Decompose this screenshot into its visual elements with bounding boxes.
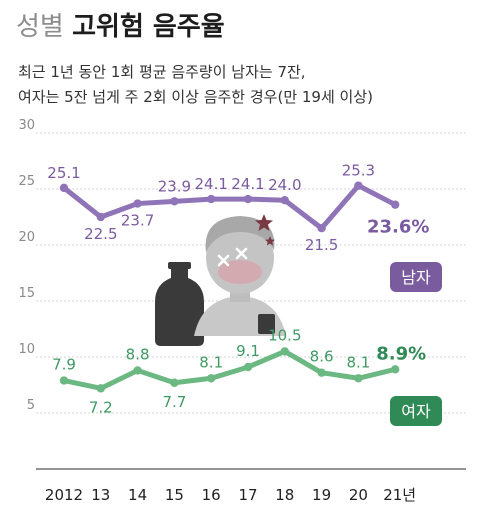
bottle-cap-icon	[168, 262, 191, 269]
female-point	[96, 384, 106, 393]
page-title: 성별 고위험 음주율	[16, 6, 225, 43]
drunk-person-illustration	[155, 214, 286, 346]
female-data-label: 7.2	[89, 398, 113, 416]
female-point	[170, 378, 179, 387]
female-point	[280, 347, 289, 356]
male-point	[280, 196, 289, 205]
title-bold: 고위험 음주율	[72, 12, 225, 42]
x-tick-label: 15	[165, 486, 184, 504]
female-point	[354, 374, 363, 383]
x-tick-label: 13	[91, 486, 110, 504]
female-point	[207, 374, 216, 383]
male-data-label: 23.9	[158, 177, 191, 195]
x-axis: 2012 13 14 15 16 17 18 19 20 21년	[45, 486, 416, 504]
female-point	[391, 365, 400, 374]
male-point	[170, 197, 179, 206]
y-tick-label: 10	[18, 342, 35, 357]
male-data-label: 23.7	[121, 212, 154, 230]
x-tick-label: 2012	[45, 486, 83, 504]
blush-icon	[218, 260, 262, 284]
female-badge-label: 여자	[401, 402, 431, 421]
male-data-label: 25.1	[47, 164, 80, 182]
x-tick-label: 20	[349, 486, 368, 504]
person-hair-icon	[205, 216, 275, 252]
y-tick-label: 15	[18, 286, 35, 301]
female-data-label: 8.1	[346, 353, 370, 371]
y-tick-label: 30	[18, 118, 35, 133]
female-badge: 여자	[390, 396, 442, 426]
female-point	[243, 362, 253, 372]
male-point	[133, 199, 142, 208]
star-icon	[255, 214, 273, 231]
grid	[36, 132, 466, 470]
male-data-label: 23.6%	[367, 217, 429, 238]
male-point	[207, 194, 216, 204]
male-badge-box	[390, 262, 442, 292]
data-labels: 25.122.523.723.9 24.1 24.1 24.021.525.323.6…	[47, 162, 429, 417]
male-data-label: 25.3	[342, 162, 375, 180]
female-data-label: 10.5	[268, 326, 301, 344]
female-data-label: 7.9	[52, 356, 76, 374]
male-data-label: 22.5	[84, 225, 117, 243]
x-tick-label: 14	[128, 486, 147, 504]
female-data-label: 9.1	[236, 342, 260, 360]
male-data-label: 21.5	[305, 236, 338, 254]
male-badge: 남자	[390, 262, 442, 292]
x-tick-label: 18	[275, 486, 294, 504]
y-tick-label: 20	[18, 230, 35, 245]
female-data-label: 8.8	[126, 345, 150, 363]
series-lines	[59, 181, 400, 393]
glass-icon	[258, 314, 275, 334]
male-point	[317, 224, 326, 233]
male-data-label: 24.0	[268, 176, 301, 194]
x-tick-label: 19	[312, 486, 331, 504]
male-data-label: 24.1	[194, 175, 227, 193]
title-light: 성별	[16, 12, 64, 42]
bottle-icon	[155, 266, 204, 346]
male-point	[354, 181, 363, 190]
male-data-label: 24.1	[231, 175, 264, 193]
subtitle-line-2: 여자는 5잔 넘게 주 2회 이상 음주한 경우(만 19세 이상)	[18, 88, 373, 106]
male-series-line	[61, 183, 398, 231]
female-point	[133, 366, 142, 375]
y-tick-label: 5	[27, 398, 35, 413]
x-tick-label: 17	[238, 486, 257, 504]
subtitle-line-1: 최근 1년 동안 1회 평균 음주량이 남자는 7잔,	[18, 63, 306, 81]
male-point	[391, 200, 400, 209]
female-point	[317, 368, 326, 377]
male-point	[243, 194, 253, 204]
male-point	[59, 183, 69, 193]
male-point	[96, 212, 106, 222]
female-data-label: 8.6	[310, 348, 334, 366]
x-tick-label: 21년	[383, 486, 416, 504]
female-data-label: 8.1	[199, 353, 223, 371]
star-small-icon	[265, 236, 275, 246]
y-tick-label: 25	[18, 174, 35, 189]
x-tick-label: 16	[202, 486, 221, 504]
female-series-line	[61, 348, 398, 391]
female-data-label: 7.7	[162, 393, 186, 411]
subtitle: 최근 1년 동안 1회 평균 음주량이 남자는 7잔, 여자는 5잔 넘게 주 …	[18, 60, 478, 110]
male-badge-label: 남자	[401, 268, 431, 287]
female-point	[59, 376, 69, 385]
female-data-label: 8.9%	[376, 343, 426, 364]
dizzy-eyes-icon	[217, 247, 248, 267]
female-badge-box	[390, 396, 442, 426]
y-axis: 5 10 15 20 25 30	[18, 118, 35, 413]
